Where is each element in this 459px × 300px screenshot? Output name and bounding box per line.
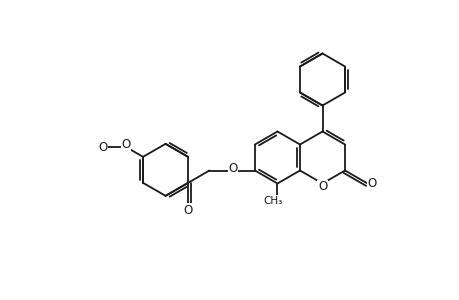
Text: O: O bbox=[228, 161, 237, 175]
Text: O: O bbox=[183, 204, 192, 217]
Text: O: O bbox=[317, 181, 326, 194]
Text: O: O bbox=[367, 177, 376, 190]
Text: O: O bbox=[98, 141, 107, 154]
Text: CH₃: CH₃ bbox=[263, 196, 282, 206]
Text: O: O bbox=[121, 138, 130, 151]
